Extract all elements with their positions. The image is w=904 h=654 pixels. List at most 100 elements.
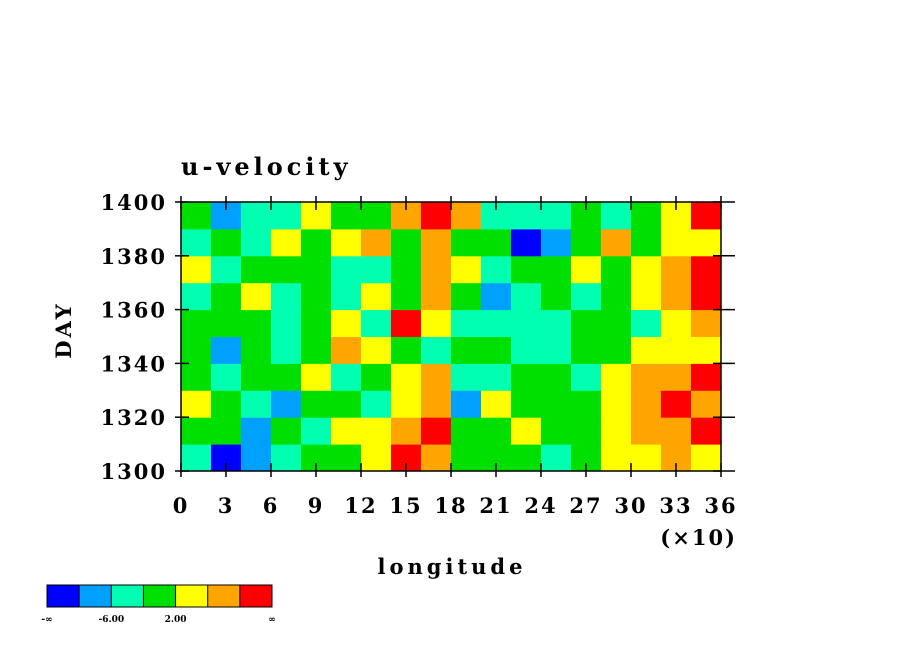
x-tick-label: 30: [614, 493, 647, 518]
cell: [601, 282, 632, 311]
cell: [571, 228, 602, 257]
y-axis-label: DAY: [51, 301, 76, 358]
cell: [661, 228, 692, 257]
cell: [541, 444, 572, 472]
cell: [421, 417, 452, 445]
cell: [271, 202, 302, 230]
cell: [331, 417, 362, 445]
cell: [361, 228, 392, 257]
cell: [691, 390, 722, 418]
cell: [241, 228, 272, 257]
cell: [181, 417, 212, 445]
cell: [601, 363, 632, 391]
cell: [631, 282, 662, 311]
cell: [451, 417, 482, 445]
y-tick-label: 1400: [101, 190, 167, 215]
cell: [361, 417, 392, 445]
cell: [211, 255, 242, 284]
cell: [421, 390, 452, 418]
cell: [601, 202, 632, 230]
cell: [241, 417, 272, 445]
cell: [511, 444, 542, 472]
x-tick-label: 33: [659, 493, 692, 518]
cell: [361, 309, 392, 337]
cell: [631, 363, 662, 391]
x-tick-label: 27: [569, 493, 602, 518]
cell: [271, 444, 302, 472]
cell: [421, 228, 452, 257]
cell: [241, 202, 272, 230]
cell: [181, 309, 212, 337]
cell: [661, 363, 692, 391]
cell: [541, 390, 572, 418]
x-tick-label: 18: [434, 493, 467, 518]
cell: [181, 336, 212, 364]
cell: [331, 336, 362, 364]
cell: [241, 390, 272, 418]
cell: [301, 282, 332, 311]
cell: [541, 202, 572, 230]
cell: [331, 202, 362, 230]
cell: [511, 202, 542, 230]
cell: [211, 390, 242, 418]
colorbar-swatch: [175, 585, 208, 607]
cell: [271, 363, 302, 391]
cell: [241, 309, 272, 337]
cell: [361, 202, 392, 230]
cell: [181, 255, 212, 284]
cell: [391, 282, 422, 311]
cell: [451, 363, 482, 391]
cell: [631, 444, 662, 472]
cell: [661, 282, 692, 311]
colorbar-swatch: [79, 585, 112, 607]
x-tick-label: 3: [218, 493, 235, 518]
cell: [631, 228, 662, 257]
cell: [661, 309, 692, 337]
cell: [271, 255, 302, 284]
cell: [481, 390, 512, 418]
cell: [271, 336, 302, 364]
cell: [271, 282, 302, 311]
cell: [421, 309, 452, 337]
colorbar-swatch: [239, 585, 272, 607]
cell: [571, 282, 602, 311]
cell: [331, 363, 362, 391]
cell: [361, 255, 392, 284]
cell: [601, 228, 632, 257]
cell: [301, 363, 332, 391]
cell: [601, 390, 632, 418]
cell: [451, 336, 482, 364]
cell: [481, 228, 512, 257]
colorbar-label: -6.00: [98, 615, 124, 625]
cell: [331, 228, 362, 257]
colorbar-label: ∞: [268, 615, 276, 625]
x-tick-label: 36: [704, 493, 737, 518]
colorbar-swatch: [47, 585, 80, 607]
cell: [451, 282, 482, 311]
cell: [601, 417, 632, 445]
cell: [301, 390, 332, 418]
chart-title: u-velocity: [181, 152, 352, 181]
cell: [511, 228, 542, 257]
cell: [421, 255, 452, 284]
cell: [511, 417, 542, 445]
cell: [601, 255, 632, 284]
colorbar-label: -∞: [41, 615, 52, 625]
cell: [601, 336, 632, 364]
cell: [571, 255, 602, 284]
cell: [331, 444, 362, 472]
cell: [391, 336, 422, 364]
cell: [691, 363, 722, 391]
cell: [241, 336, 272, 364]
cell: [631, 390, 662, 418]
cell: [631, 255, 662, 284]
x-tick-label: 24: [524, 493, 557, 518]
cell: [481, 282, 512, 311]
cell: [691, 255, 722, 284]
x-tick-label: 0: [173, 493, 190, 518]
cell: [691, 228, 722, 257]
cell: [541, 417, 572, 445]
cell: [511, 282, 542, 311]
cell: [601, 309, 632, 337]
